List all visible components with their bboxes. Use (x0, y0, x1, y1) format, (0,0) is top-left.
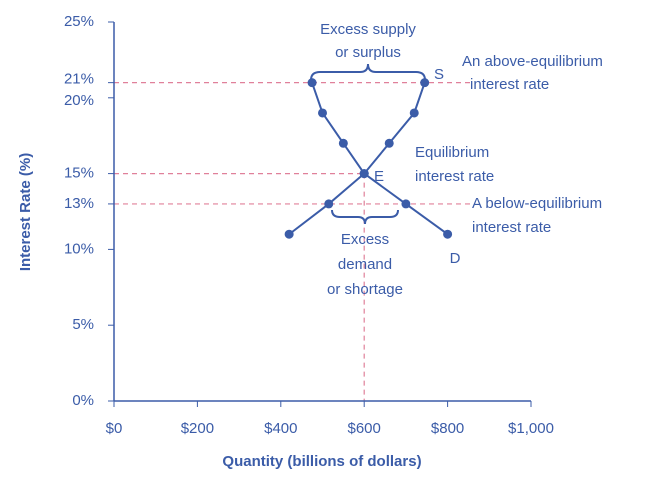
data-point (409, 108, 419, 118)
y-tick-label: 5% (72, 316, 94, 333)
y-tick-label: 13% (64, 195, 94, 212)
point-label: E (374, 168, 384, 185)
data-point (307, 78, 317, 88)
y-tick-label: 20% (64, 92, 94, 109)
y-tick-label: 10% (64, 240, 94, 257)
y-tick-label: 15% (64, 165, 94, 182)
data-point (420, 78, 430, 88)
annotation: interest rate (415, 168, 494, 185)
x-tick-label: $400 (264, 420, 297, 437)
series-label: D (450, 250, 461, 267)
data-point (443, 229, 453, 239)
y-axis-title: Interest Rate (%) (17, 153, 34, 271)
data-point (318, 108, 327, 118)
data-point (359, 169, 369, 179)
x-tick-label: $800 (431, 420, 464, 437)
annotation: An above-equilibrium (462, 53, 603, 70)
data-point (338, 138, 348, 148)
x-tick-label: $0 (106, 420, 123, 437)
brace (331, 209, 399, 225)
annotation: interest rate (470, 76, 549, 93)
annotation: Equilibrium (415, 144, 489, 161)
data-point (324, 199, 334, 209)
annotation: interest rate (472, 219, 551, 236)
data-point (401, 199, 411, 209)
x-axis-title: Quantity (billions of dollars) (222, 453, 421, 470)
brace (310, 63, 426, 81)
x-tick-label: $1,000 (508, 420, 554, 437)
y-tick-label: 25% (64, 13, 94, 30)
data-point (284, 229, 294, 239)
series-label: S (434, 66, 444, 83)
x-tick-label: $200 (181, 420, 214, 437)
annotation: A below-equilibrium (472, 195, 602, 212)
annotation: or surplus (335, 44, 401, 61)
y-tick-label: 0% (72, 392, 94, 409)
annotation: or shortage (327, 281, 403, 298)
series-line (288, 82, 426, 236)
y-tick-label: 21% (64, 71, 94, 88)
annotation: demand (338, 256, 392, 273)
data-point (384, 138, 394, 148)
series-line (311, 82, 449, 236)
annotation: Excess supply (320, 21, 416, 38)
x-tick-label: $600 (348, 420, 381, 437)
annotation: Excess (341, 231, 389, 248)
